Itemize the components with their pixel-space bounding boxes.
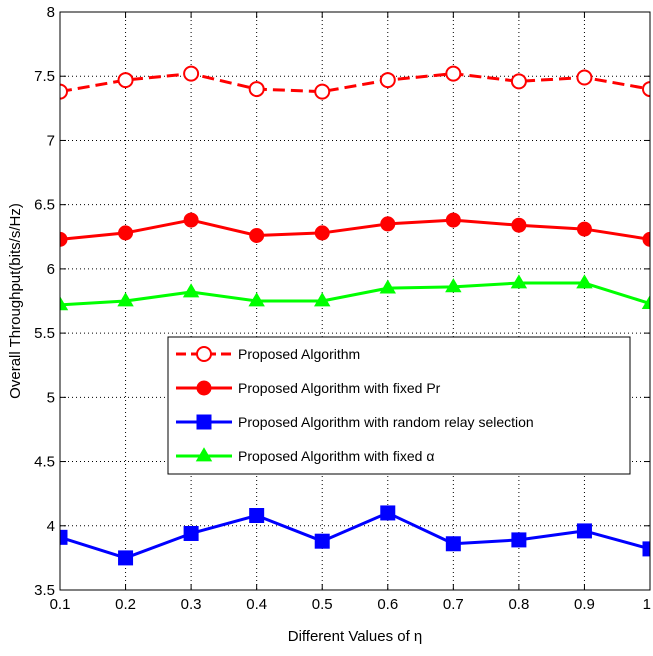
data-point-triangle — [60, 296, 69, 311]
data-point-triangle — [379, 279, 396, 294]
series-2 — [60, 505, 650, 566]
data-point-open-circle — [196, 346, 212, 362]
data-point-open-circle — [379, 72, 396, 89]
y-axis-label: Overall Throughput(bits/s/Hz) — [7, 203, 24, 399]
x-tick-label: 0.2 — [115, 596, 136, 613]
series-3 — [60, 274, 650, 311]
y-tick-label: 7 — [47, 132, 55, 149]
data-point-triangle — [445, 278, 462, 293]
data-point-square — [511, 532, 527, 548]
series-1 — [60, 212, 650, 247]
y-tick-label: 6 — [47, 261, 55, 278]
legend: Proposed Algorithm Proposed Algorithm wit… — [167, 336, 631, 475]
legend-label: Proposed Algorithm with fixed α — [238, 448, 434, 464]
legend-box — [167, 336, 631, 475]
x-tick-label: 0.5 — [312, 596, 333, 613]
data-point-triangle — [248, 292, 265, 307]
y-tick-label: 3.5 — [34, 582, 55, 599]
data-point-square — [314, 533, 330, 549]
data-point-square — [196, 414, 212, 430]
y-tick-label: 7.5 — [34, 68, 55, 85]
x-tick-label: 0.3 — [181, 596, 202, 613]
legend-item: Proposed Algorithm with fixed Pr — [176, 380, 441, 396]
data-point-square — [249, 508, 265, 524]
data-point-circle — [511, 217, 527, 233]
x-tick-label: 1 — [643, 596, 651, 613]
legend-item: Proposed Algorithm — [176, 346, 360, 362]
y-tick-label: 8 — [47, 4, 55, 21]
data-point-circle — [445, 212, 461, 228]
data-point-square — [576, 523, 592, 539]
y-tick-label: 4 — [47, 518, 55, 535]
data-point-triangle — [641, 294, 650, 309]
data-point-triangle — [182, 283, 200, 298]
data-point-open-circle — [183, 65, 200, 82]
axis-ticks — [59, 11, 651, 591]
data-point-open-circle — [117, 72, 134, 89]
series-line — [60, 511, 650, 560]
x-axis-label: Different Values of η — [288, 628, 423, 645]
legend-label: Proposed Algorithm — [238, 346, 360, 362]
series-layer — [60, 65, 650, 566]
data-point-circle — [118, 225, 134, 241]
x-tick-label: 0.9 — [574, 596, 595, 613]
x-tick-label: 0.7 — [443, 596, 464, 613]
data-point-square — [118, 550, 134, 566]
x-tick-label: 0.6 — [377, 596, 398, 613]
plot-area — [60, 12, 650, 590]
data-point-square — [380, 505, 396, 521]
series-0 — [60, 65, 650, 100]
y-tick-label: 6.5 — [34, 197, 55, 214]
data-point-open-circle — [248, 81, 265, 98]
data-point-square — [445, 536, 461, 552]
series-line — [60, 72, 650, 94]
data-point-circle — [196, 380, 212, 396]
series-line — [60, 218, 650, 241]
data-point-triangle — [576, 274, 593, 289]
data-point-circle — [60, 231, 68, 247]
data-point-open-circle — [576, 69, 593, 86]
data-point-open-circle — [60, 83, 68, 100]
data-point-triangle — [195, 447, 213, 462]
y-tick-label: 4.5 — [34, 454, 55, 471]
plot-frame — [59, 11, 651, 591]
data-point-square — [183, 525, 199, 541]
data-point-circle — [314, 225, 330, 241]
data-point-circle — [183, 212, 199, 228]
y-tick-label: 5 — [47, 389, 55, 406]
data-point-circle — [380, 216, 396, 232]
legend-item: Proposed Algorithm with random relay sel… — [176, 414, 534, 430]
x-tick-labels: 0.1 0.2 0.3 0.4 0.5 0.6 0.7 0.8 0.9 1 — [50, 596, 651, 613]
x-tick-label: 0.4 — [246, 596, 267, 613]
data-point-open-circle — [642, 81, 650, 98]
y-tick-labels: 3.5 4 4.5 5 5.5 6 6.5 7 7.5 8 — [34, 4, 55, 599]
series-line — [60, 281, 650, 307]
data-point-triangle — [510, 274, 528, 289]
legend-item: Proposed Algorithm with fixed α — [176, 447, 434, 464]
data-point-square — [60, 529, 68, 545]
data-point-open-circle — [445, 65, 462, 82]
data-point-square — [642, 541, 650, 557]
data-point-circle — [576, 221, 592, 237]
data-point-triangle — [314, 292, 331, 307]
data-point-open-circle — [510, 73, 527, 90]
legend-label: Proposed Algorithm with fixed Pr — [238, 380, 441, 396]
legend-label: Proposed Algorithm with random relay sel… — [238, 414, 534, 430]
y-tick-label: 5.5 — [34, 325, 55, 342]
data-point-open-circle — [314, 83, 331, 100]
data-point-circle — [642, 231, 650, 247]
data-point-triangle — [117, 292, 134, 307]
x-tick-label: 0.1 — [50, 596, 71, 613]
x-tick-label: 0.8 — [508, 596, 529, 613]
data-point-circle — [249, 227, 265, 243]
